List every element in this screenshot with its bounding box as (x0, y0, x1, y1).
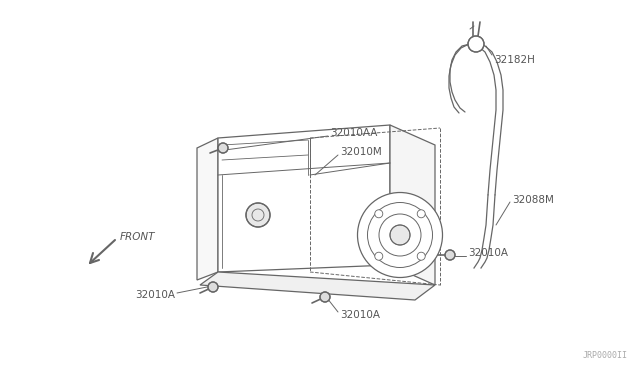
Polygon shape (197, 138, 218, 280)
Circle shape (417, 210, 425, 218)
Text: 32182H: 32182H (494, 55, 535, 65)
Circle shape (320, 292, 330, 302)
Ellipse shape (358, 192, 442, 278)
Ellipse shape (379, 214, 421, 256)
Circle shape (208, 282, 218, 292)
Text: 32010A: 32010A (468, 248, 508, 258)
Polygon shape (390, 125, 435, 285)
Text: 32088M: 32088M (512, 195, 554, 205)
Text: JRP0000II: JRP0000II (583, 351, 628, 360)
Circle shape (375, 210, 383, 218)
Text: 32010M: 32010M (340, 147, 381, 157)
Text: 32010A: 32010A (135, 290, 175, 300)
Ellipse shape (367, 202, 433, 267)
Circle shape (417, 252, 425, 260)
Circle shape (218, 143, 228, 153)
Text: FRONT: FRONT (120, 232, 156, 242)
Circle shape (375, 252, 383, 260)
Text: 32010AA: 32010AA (330, 128, 378, 138)
Circle shape (468, 36, 484, 52)
Ellipse shape (390, 225, 410, 245)
Text: 32010A: 32010A (340, 310, 380, 320)
Polygon shape (200, 272, 435, 300)
Circle shape (246, 203, 270, 227)
Polygon shape (218, 125, 390, 272)
Circle shape (445, 250, 455, 260)
